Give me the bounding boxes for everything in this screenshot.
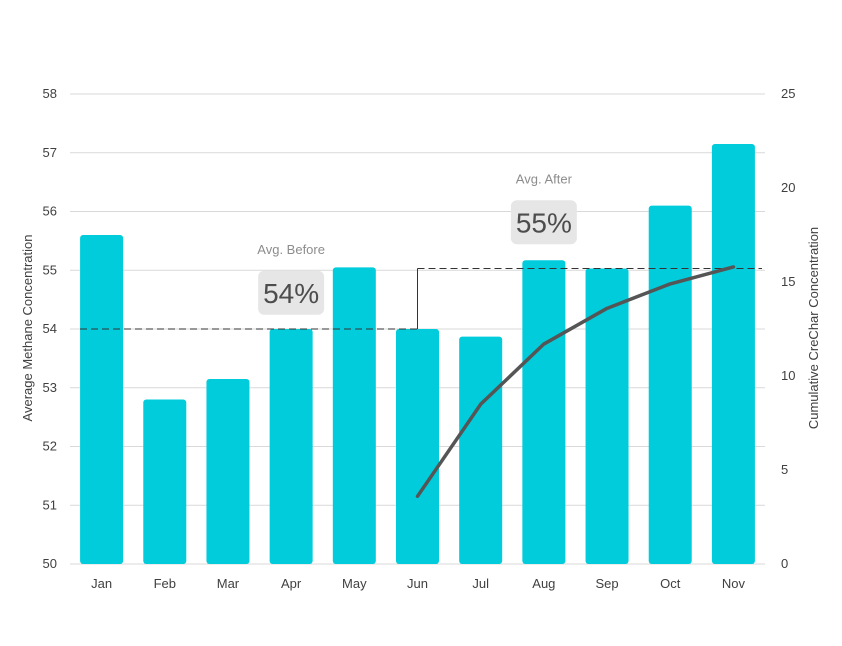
right-tick-label: 0 bbox=[781, 556, 788, 571]
x-tick-label: Jul bbox=[472, 576, 489, 591]
bar-jul bbox=[459, 336, 503, 564]
reference-lines bbox=[80, 267, 762, 330]
left-tick-label: 57 bbox=[43, 145, 57, 160]
left-tick-label: 58 bbox=[43, 86, 57, 101]
right-tick-label: 10 bbox=[781, 368, 795, 383]
x-tick-label: Jun bbox=[407, 576, 428, 591]
line-series bbox=[415, 265, 736, 499]
bar-mar bbox=[206, 378, 250, 564]
bar-series bbox=[80, 143, 755, 564]
x-tick-label: Oct bbox=[660, 576, 681, 591]
annotation-box bbox=[510, 200, 577, 245]
x-tick-label: Apr bbox=[281, 576, 302, 591]
bar-oct bbox=[648, 205, 692, 564]
left-tick-label: 51 bbox=[43, 497, 57, 512]
right-tick-label: 5 bbox=[781, 462, 788, 477]
right-tick-label: 15 bbox=[781, 274, 795, 289]
bar-sep bbox=[585, 268, 629, 564]
left-tick-label: 52 bbox=[43, 439, 57, 454]
x-tick-label: Nov bbox=[722, 576, 746, 591]
bar-jun bbox=[396, 329, 439, 564]
bar-feb bbox=[143, 399, 187, 564]
left-tick-label: 54 bbox=[43, 321, 57, 336]
x-tick-label: Aug bbox=[532, 576, 555, 591]
bar-aug bbox=[522, 260, 566, 564]
annotations: Avg. Before 54% Avg. After 55% bbox=[257, 171, 577, 315]
left-tick-label: 56 bbox=[43, 204, 57, 219]
x-tick-label: Feb bbox=[154, 576, 176, 591]
annotation-label: Avg. After bbox=[516, 171, 573, 186]
bar-jan bbox=[80, 235, 124, 564]
right-tick-label: 20 bbox=[781, 180, 795, 195]
bar-nov bbox=[711, 143, 755, 564]
left-axis-ticks: 50 51 52 53 54 55 56 57 58 bbox=[43, 86, 57, 571]
annotation-label: Avg. Before bbox=[257, 242, 325, 257]
right-axis-ticks: 0 5 10 15 20 25 bbox=[781, 86, 795, 571]
left-tick-label: 53 bbox=[43, 380, 57, 395]
annotation-value: 55% bbox=[516, 207, 572, 238]
left-tick-label: 55 bbox=[43, 262, 57, 277]
x-axis-ticks: Jan Feb Mar Apr May Jun Jul Aug Sep Oct Nov bbox=[91, 576, 745, 591]
bar-apr bbox=[269, 329, 313, 564]
left-tick-label: 50 bbox=[43, 556, 57, 571]
left-axis-title: Average Methane Concentration bbox=[20, 235, 35, 422]
annotation-value: 54% bbox=[263, 278, 319, 309]
cumulative-crechar-line bbox=[415, 265, 736, 499]
x-tick-label: Jan bbox=[91, 576, 112, 591]
right-axis-title: Cumulative CreChar Concentration bbox=[806, 227, 821, 429]
x-tick-label: May bbox=[342, 576, 367, 591]
x-tick-label: Mar bbox=[217, 576, 240, 591]
bar-may bbox=[332, 267, 376, 564]
annotation-box bbox=[258, 270, 325, 315]
right-tick-label: 25 bbox=[781, 86, 795, 101]
x-tick-label: Sep bbox=[595, 576, 618, 591]
